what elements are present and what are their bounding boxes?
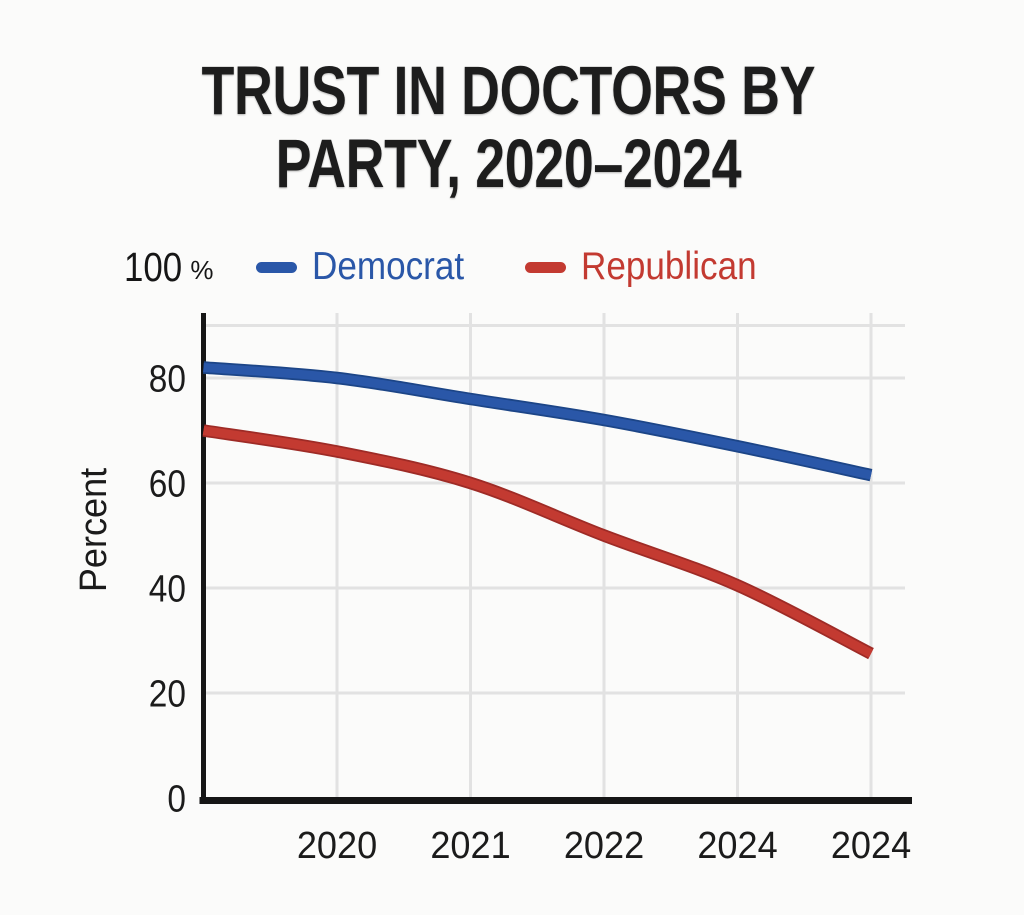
y-axis-tick-40: 40 <box>149 568 186 610</box>
y-axis-tick-0: 0 <box>167 778 186 820</box>
y-axis-tick-20: 20 <box>149 673 186 715</box>
x-axis-tick-3: 2024 <box>697 823 777 866</box>
chart-title-line2: PARTY, 2020–2024 <box>275 125 741 202</box>
republican-line-swatch <box>524 261 566 273</box>
legend-item-republican: Republican <box>524 245 776 289</box>
legend-label-democrat: Democrat <box>311 245 464 288</box>
line-republican-edge <box>202 424 874 660</box>
x-axis-tick-0: 2020 <box>297 823 377 866</box>
x-axis-tick-1: 2021 <box>430 823 510 866</box>
y-axis-tick-100: 100 % <box>124 244 214 291</box>
line-democrat <box>203 363 872 480</box>
x-axis-tick-4: 2024 <box>831 823 911 866</box>
legend-item-democrat: Democrat <box>255 245 481 289</box>
democrat-line-swatch <box>255 261 297 273</box>
y-axis-tick-60: 60 <box>149 463 186 505</box>
legend-label-republican: Republican <box>580 245 757 288</box>
line-democrat-edge <box>203 361 873 482</box>
x-axis-tick-2: 2022 <box>564 823 644 866</box>
chart-title-line1: TRUST IN DOCTORS BY <box>201 52 815 129</box>
line-republican <box>202 426 874 658</box>
percent-sign: % <box>190 254 214 285</box>
y-axis-tick-100-value: 100 <box>124 243 183 290</box>
y-axis-tick-80: 80 <box>149 358 186 400</box>
chart-title: TRUST IN DOCTORS BY PARTY, 2020–2024 <box>0 54 1016 200</box>
legend-row: 100 % Democrat Republican <box>124 244 776 290</box>
y-axis-label: Percent <box>71 467 114 592</box>
